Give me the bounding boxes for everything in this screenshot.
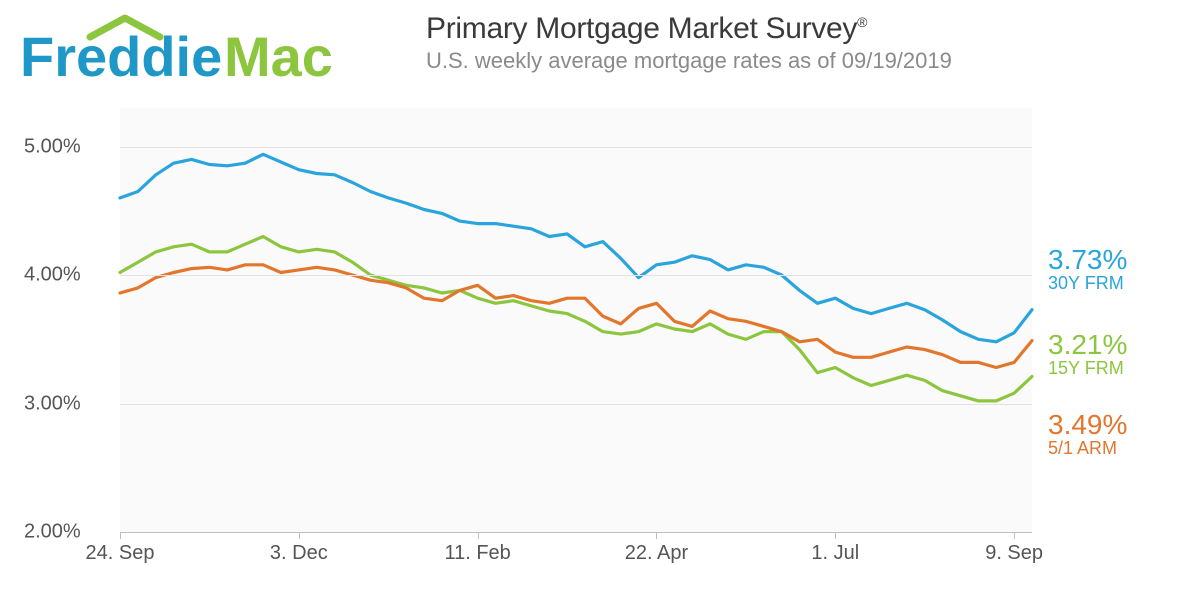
series-name: 30Y FRM bbox=[1048, 274, 1188, 293]
series-label-5_1_arm: 3.49%5/1 ARM bbox=[1048, 410, 1188, 458]
grid-line bbox=[120, 147, 1032, 148]
x-tick-mark bbox=[478, 532, 479, 539]
series-name: 5/1 ARM bbox=[1048, 439, 1188, 458]
series-label-30y_frm: 3.73%30Y FRM bbox=[1048, 245, 1188, 293]
series-end-value: 3.49% bbox=[1048, 410, 1188, 439]
x-tick-label: 24. Sep bbox=[86, 542, 155, 565]
grid-line bbox=[120, 532, 1032, 533]
title-block: Primary Mortgage Market Survey® U.S. wee… bbox=[426, 12, 1180, 74]
series-line-15y_frm bbox=[120, 237, 1032, 401]
x-tick-mark bbox=[656, 532, 657, 539]
chart-title: Primary Mortgage Market Survey® bbox=[426, 12, 1180, 46]
series-name: 15Y FRM bbox=[1048, 359, 1188, 378]
series-label-15y_frm: 3.21%15Y FRM bbox=[1048, 330, 1188, 378]
x-tick-label: 1. Jul bbox=[811, 542, 859, 565]
x-tick-label: 11. Feb bbox=[444, 542, 510, 565]
chart-title-reg: ® bbox=[857, 14, 867, 30]
x-tick-mark bbox=[1014, 532, 1015, 539]
x-tick-mark bbox=[120, 532, 121, 539]
logo-word1: Freddie bbox=[20, 25, 222, 88]
chart-title-text: Primary Mortgage Market Survey bbox=[426, 12, 857, 45]
series-end-value: 3.21% bbox=[1048, 330, 1188, 359]
series-end-value: 3.73% bbox=[1048, 245, 1188, 274]
y-tick-label: 2.00% bbox=[8, 521, 100, 544]
grid-line bbox=[120, 404, 1032, 405]
x-tick-mark bbox=[835, 532, 836, 539]
x-tick-mark bbox=[299, 532, 300, 539]
series-line-30y_frm bbox=[120, 154, 1032, 341]
logo-word2: Mac bbox=[224, 25, 333, 88]
y-tick-label: 4.00% bbox=[8, 264, 100, 287]
header: Freddie Mac Primary Mortgage Market Surv… bbox=[0, 0, 1200, 103]
x-tick-label: 9. Sep bbox=[985, 542, 1043, 565]
y-tick-label: 5.00% bbox=[8, 135, 100, 158]
plot-svg bbox=[120, 108, 1032, 532]
x-tick-label: 22. Apr bbox=[625, 542, 688, 565]
logo: Freddie Mac bbox=[20, 12, 426, 95]
chart-subtitle: U.S. weekly average mortgage rates as of… bbox=[426, 48, 1180, 74]
x-tick-label: 3. Dec bbox=[270, 542, 328, 565]
y-tick-label: 3.00% bbox=[8, 392, 100, 415]
grid-line bbox=[120, 275, 1032, 276]
chart-area: 2.00% 3.00% 4.00% 5.00% 24. Sep 3. Dec 11. Feb… bbox=[0, 100, 1200, 600]
freddiemac-logo-icon: Freddie Mac bbox=[20, 12, 390, 90]
